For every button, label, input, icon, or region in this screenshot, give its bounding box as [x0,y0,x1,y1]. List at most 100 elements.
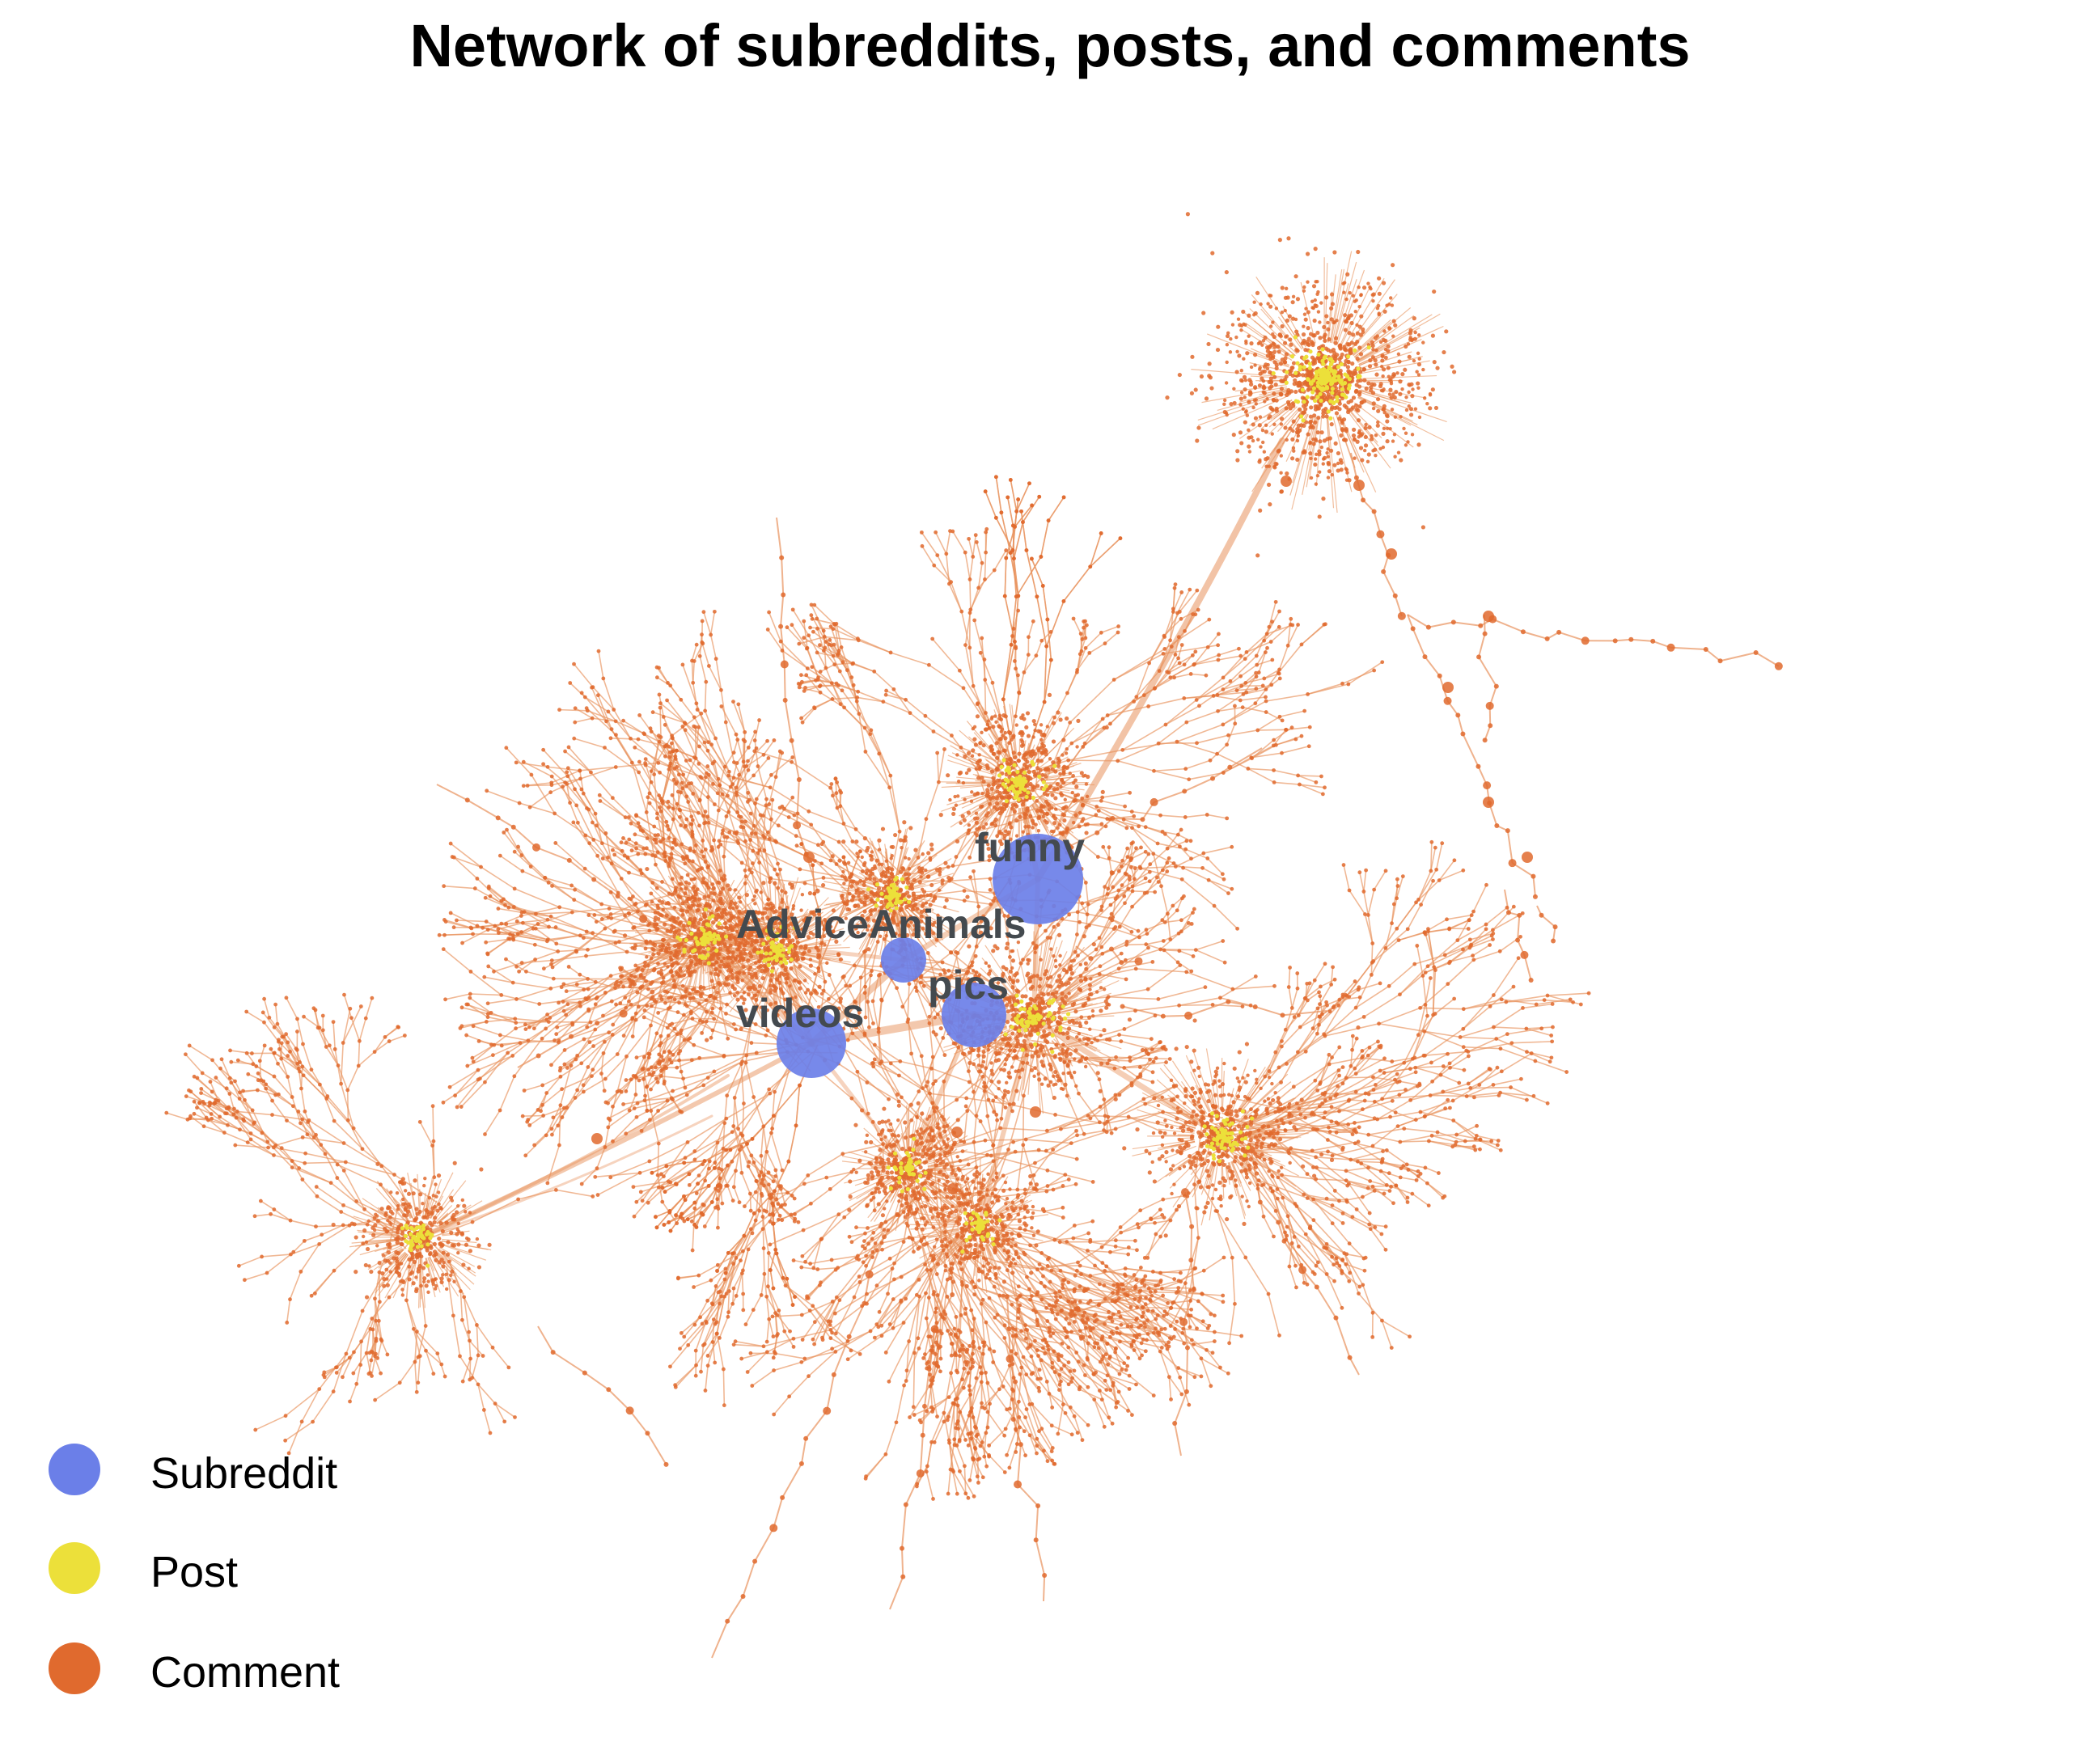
edge [1164,950,1178,962]
edge [535,1129,552,1145]
edge [255,1214,271,1215]
edge [769,1319,773,1336]
edge [406,1266,409,1300]
edge [378,1341,382,1359]
edge [1162,886,1168,914]
edge [1327,1275,1342,1308]
edge [1041,521,1048,557]
edge [1149,698,1184,706]
edge [681,1317,700,1334]
edge [1420,1101,1453,1112]
edge [973,535,976,557]
edge [926,1298,929,1319]
edge [974,1116,976,1142]
edge [1416,1067,1441,1075]
edge [585,1373,608,1390]
edge [1671,648,1706,649]
edge [585,869,618,893]
edge [1407,1165,1425,1168]
edge [965,552,970,579]
edge [1214,906,1238,928]
edge [444,886,476,889]
edge [846,952,865,986]
edge [773,1068,790,1128]
edge [1258,717,1280,730]
edge [921,1435,923,1473]
edge [1187,1348,1188,1392]
edge [1460,1037,1497,1038]
edge [1259,1181,1287,1227]
edge [366,1353,370,1373]
edge [1044,1207,1063,1211]
edge [1196,941,1222,950]
edge [523,762,552,776]
edge [1431,842,1432,871]
edge [1178,835,1191,841]
edge [1161,815,1186,817]
edge [890,1577,903,1609]
edge [1110,1252,1128,1254]
edge [1100,953,1121,966]
edge [1164,950,1179,951]
edge [1542,915,1556,927]
edge [1493,1008,1522,1027]
edge [1074,1221,1092,1225]
edge [1028,621,1033,636]
edge [457,1079,480,1107]
edge [1036,640,1042,655]
edge [1103,793,1130,797]
edge [577,982,595,984]
edge [514,889,560,907]
edge [334,1244,363,1270]
edge [189,1046,212,1060]
edge [1179,1287,1194,1288]
edge [1087,1250,1110,1252]
edge [1108,997,1158,1000]
edge [1307,992,1319,1000]
edge [1274,1137,1307,1173]
edge [586,952,628,956]
edge [1317,1287,1336,1318]
edge [1129,1376,1154,1395]
edge [1204,847,1232,853]
edge [774,1397,790,1414]
edge [883,1237,909,1249]
edge [574,738,605,747]
edge [1018,1444,1021,1484]
edge [600,801,625,817]
edge [938,753,939,782]
edge [1141,866,1175,868]
edge [764,1274,767,1296]
edge [794,1203,811,1214]
edge [789,1126,796,1161]
edge [1412,1194,1429,1206]
edge [485,1110,500,1135]
edge [544,750,568,776]
edge [1358,397,1444,441]
edge [809,1351,836,1376]
edge [767,1152,776,1170]
edge [301,1067,302,1089]
edge [926,1472,933,1499]
edge [320,1225,349,1244]
edge [770,1199,771,1215]
edge [1067,1096,1084,1134]
edge [1429,622,1454,627]
edge [640,1158,685,1173]
edge [1217,1211,1233,1258]
edge [303,1044,311,1070]
edge [591,772,612,798]
edge [734,740,738,753]
edge [493,1347,509,1368]
edge [1332,252,1352,344]
edge [753,1295,761,1309]
edge [498,818,514,826]
edge [500,856,523,871]
edge [1108,989,1148,997]
edge [711,635,717,659]
edge [748,1229,763,1249]
edge [692,1208,695,1250]
edge [1387,1150,1407,1164]
edge [1181,913,1192,920]
edge [1126,930,1146,945]
